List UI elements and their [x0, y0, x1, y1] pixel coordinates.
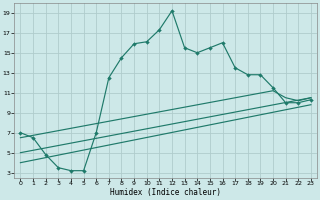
X-axis label: Humidex (Indice chaleur): Humidex (Indice chaleur)	[110, 188, 221, 197]
